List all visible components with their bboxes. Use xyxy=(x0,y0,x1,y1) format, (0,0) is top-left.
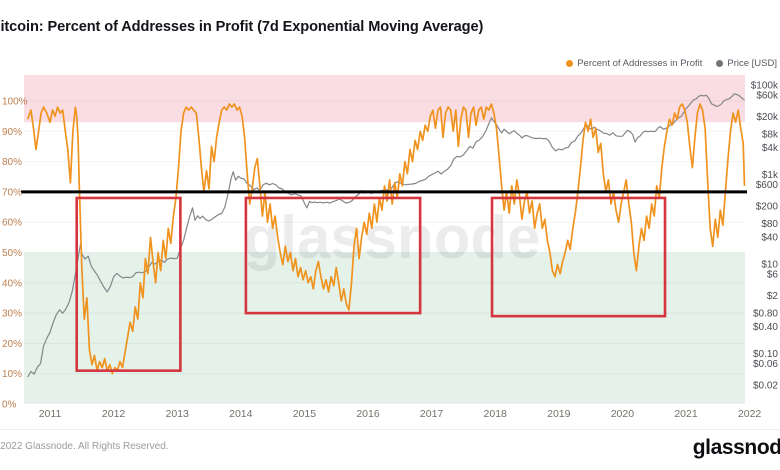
left-axis-tick-50%: 50% xyxy=(2,248,22,259)
right-axis-tick-$200: $200 xyxy=(756,201,779,212)
right-axis-tick-$6: $6 xyxy=(767,270,779,281)
x-axis-tick-2019: 2019 xyxy=(547,408,571,420)
x-axis-tick-2020: 2020 xyxy=(611,408,635,420)
legend-label-price-usd: Price [USD] xyxy=(727,58,777,69)
glassnode-logo: glassnode xyxy=(692,436,780,459)
chart-title: Bitcoin: Percent of Addresses in Profit … xyxy=(0,19,484,35)
band-top-pink-zone xyxy=(24,75,745,123)
x-axis-tick-2011: 2011 xyxy=(39,408,62,420)
left-axis-tick-30%: 30% xyxy=(2,309,22,320)
legend-label-percent-in-profit: Percent of Addresses in Profit xyxy=(577,58,703,69)
left-axis-tick-20%: 20% xyxy=(2,339,22,350)
legend: Percent of Addresses in Profit Price [US… xyxy=(566,58,777,69)
right-axis-tick-$1k: $1k xyxy=(762,170,779,181)
right-axis-tick-$0.02: $0.02 xyxy=(753,380,778,391)
x-axis-tick-2018: 2018 xyxy=(484,408,508,420)
highlight-box-2 xyxy=(244,196,422,315)
right-axis-tick-$80: $80 xyxy=(761,219,778,230)
x-axis-tick-2022: 2022 xyxy=(738,408,762,420)
highlight-box-1 xyxy=(75,196,182,372)
x-axis-tick-2014: 2014 xyxy=(229,408,253,420)
x-axis-tick-2017: 2017 xyxy=(420,408,444,420)
right-axis-tick-$60k: $60k xyxy=(756,90,779,101)
right-axis-tick-$0.40: $0.40 xyxy=(753,322,778,333)
legend-dot-orange-icon xyxy=(566,60,574,67)
left-axis-tick-90%: 90% xyxy=(2,127,22,138)
right-axis-tick-$0.10: $0.10 xyxy=(753,349,778,360)
right-axis-tick-$0.06: $0.06 xyxy=(753,359,778,370)
right-axis-tick-$0.80: $0.80 xyxy=(753,309,778,320)
copyright-text: © 2022 Glassnode. All Rights Reserved. xyxy=(0,441,169,452)
right-axis-tick-$8k: $8k xyxy=(762,130,779,141)
right-axis-tick-$100k: $100k xyxy=(751,81,779,92)
right-axis-tick-$2: $2 xyxy=(767,291,779,302)
footer-divider xyxy=(0,429,780,430)
left-axis-tick-0%: 0% xyxy=(2,400,17,411)
right-axis-tick-$20k: $20k xyxy=(756,112,779,123)
x-axis-tick-2016: 2016 xyxy=(356,408,380,420)
right-axis-tick-$10: $10 xyxy=(761,260,778,271)
legend-dot-gray-icon xyxy=(716,60,724,67)
right-axis-tick-$4k: $4k xyxy=(762,143,779,154)
left-axis-tick-10%: 10% xyxy=(2,369,22,380)
left-axis-tick-60%: 60% xyxy=(2,218,22,229)
left-axis-tick-70%: 70% xyxy=(2,187,22,198)
left-axis-tick-80%: 80% xyxy=(2,157,22,168)
left-axis-tick-100%: 100% xyxy=(2,97,28,108)
x-axis-tick-2012: 2012 xyxy=(102,408,126,420)
x-axis-tick-2015: 2015 xyxy=(293,408,317,420)
x-axis-tick-2013: 2013 xyxy=(166,408,190,420)
left-axis-tick-40%: 40% xyxy=(2,278,22,289)
highlight-box-3 xyxy=(490,196,667,318)
right-axis-tick-$40: $40 xyxy=(761,233,778,244)
right-axis-tick-$600: $600 xyxy=(756,180,779,191)
legend-item-percent-in-profit: Percent of Addresses in Profit xyxy=(566,58,702,69)
legend-item-price-usd: Price [USD] xyxy=(716,58,777,69)
x-axis-tick-2021: 2021 xyxy=(674,408,698,420)
